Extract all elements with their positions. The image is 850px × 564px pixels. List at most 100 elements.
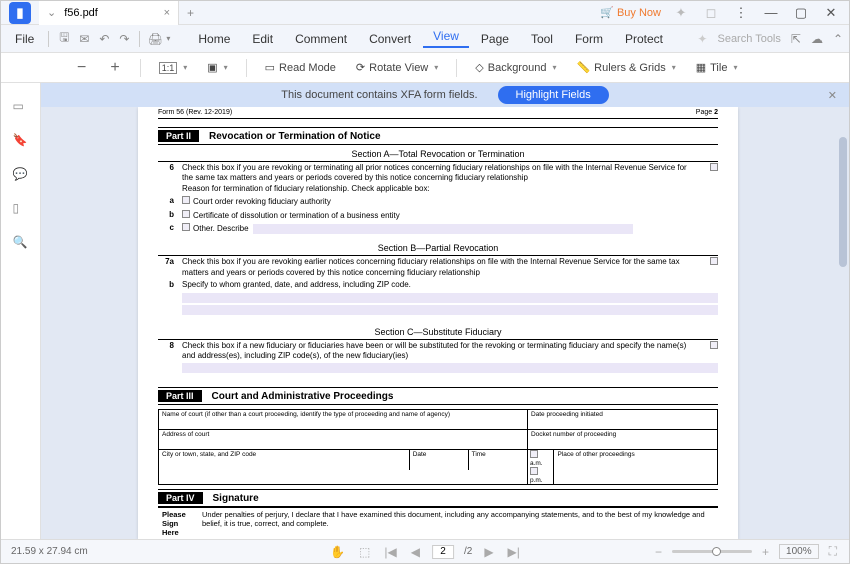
- maximize-button[interactable]: ▢: [791, 3, 811, 23]
- more-icon[interactable]: ⋮: [731, 3, 751, 23]
- redo-icon[interactable]: ↷: [115, 32, 133, 46]
- comments-icon[interactable]: 💬: [13, 167, 29, 183]
- part4-title: Signature: [213, 493, 259, 504]
- menu-tool[interactable]: Tool: [521, 32, 563, 46]
- menu-comment[interactable]: Comment: [285, 32, 357, 46]
- rotate-view-button[interactable]: ⟳Rotate View▾: [350, 59, 444, 76]
- part3-title: Court and Administrative Proceedings: [212, 391, 394, 402]
- tile-icon: ▦: [696, 61, 706, 74]
- section-c-title: Section C—Substitute Fiduciary: [158, 325, 718, 340]
- menu-convert[interactable]: Convert: [359, 32, 421, 46]
- menu-home[interactable]: Home: [188, 32, 240, 46]
- section-a-title: Section A—Total Revocation or Terminatio…: [158, 147, 718, 162]
- cloud-icon[interactable]: ☁: [811, 32, 823, 46]
- wand-icon[interactable]: ✦: [697, 32, 707, 46]
- layout-icon: ▣: [207, 61, 217, 74]
- checkbox-8[interactable]: [710, 341, 718, 349]
- section-b-title: Section B—Partial Revocation: [158, 241, 718, 256]
- zoom-slider[interactable]: [672, 550, 752, 553]
- search-icon[interactable]: 🔍: [13, 235, 29, 251]
- menubar: File 🖫 ✉ ↶ ↷ 🖨 ▾ Home Edit Comment Conve…: [1, 25, 849, 53]
- layout-dropdown[interactable]: ▣▾: [201, 59, 233, 76]
- menu-page[interactable]: Page: [471, 32, 519, 46]
- court-table: Name of court (if other than a court pro…: [158, 409, 718, 485]
- document-viewport[interactable]: Form 56 (Rev. 12-2019) Page 2 Part II Re…: [41, 107, 835, 539]
- vertical-scrollbar[interactable]: [839, 107, 847, 539]
- am-checkbox[interactable]: [530, 450, 538, 458]
- xfa-bar: This document contains XFA form fields. …: [41, 83, 849, 107]
- thumbnails-icon[interactable]: ▭: [13, 99, 29, 115]
- titlebar: ▮ ⌄ f56.pdf × + 🛒 Buy Now ✦ ◻ ⋮ — ▢ ✕: [1, 1, 849, 25]
- page-total: /2: [464, 546, 472, 557]
- buy-now-link[interactable]: 🛒 Buy Now: [600, 6, 661, 19]
- form-ref: Form 56 (Rev. 12-2019): [158, 109, 232, 116]
- zoom-out-status[interactable]: −: [653, 545, 664, 559]
- undo-icon[interactable]: ↶: [95, 32, 113, 46]
- collapse-ribbon-icon[interactable]: ⌃: [833, 32, 843, 46]
- share-icon[interactable]: ⇱: [791, 32, 801, 46]
- xfa-message: This document contains XFA form fields.: [281, 89, 477, 101]
- last-page-icon[interactable]: ▶|: [506, 545, 522, 559]
- tab-check-icon: ⌄: [47, 6, 56, 19]
- tab-title: f56.pdf: [64, 7, 98, 19]
- tile-button[interactable]: ▦Tile▾: [690, 59, 744, 76]
- read-mode-button[interactable]: ▭Read Mode: [259, 59, 342, 76]
- background-button[interactable]: ◇Background▾: [469, 59, 562, 76]
- fullscreen-icon[interactable]: ⛶: [827, 544, 839, 559]
- first-page-icon[interactable]: |◀: [382, 545, 398, 559]
- zoom-value[interactable]: 100%: [779, 544, 819, 559]
- bookmarks-icon[interactable]: 🔖: [13, 133, 29, 149]
- save-icon[interactable]: 🖫: [55, 28, 73, 49]
- menu-form[interactable]: Form: [565, 32, 613, 46]
- checkbox-6[interactable]: [710, 163, 718, 171]
- minimize-button[interactable]: —: [761, 3, 781, 23]
- attachments-icon[interactable]: ▯: [13, 201, 29, 217]
- print-icon[interactable]: 🖨: [146, 32, 164, 46]
- part3-box: Part III: [158, 390, 202, 402]
- zoom-out-button[interactable]: −: [69, 59, 94, 77]
- pm-checkbox[interactable]: [530, 467, 538, 475]
- checkbox-b[interactable]: [182, 210, 190, 218]
- hand-tool-icon[interactable]: ✋: [328, 545, 347, 559]
- fit-dropdown[interactable]: 1:1▾: [153, 60, 194, 76]
- search-tools-input[interactable]: Search Tools: [717, 33, 780, 45]
- checkbox-c[interactable]: [182, 223, 190, 231]
- next-page-icon[interactable]: ▶: [482, 545, 495, 559]
- add-tab-button[interactable]: +: [179, 6, 202, 20]
- rulers-grids-button[interactable]: 📏Rulers & Grids▾: [570, 59, 681, 76]
- zoom-in-button[interactable]: +: [102, 59, 127, 77]
- part4-box: Part IV: [158, 492, 203, 504]
- left-sidebar: ▭ 🔖 💬 ▯ 🔍: [1, 83, 41, 539]
- xfa-close-icon[interactable]: ✕: [828, 89, 837, 102]
- part2-title: Revocation or Termination of Notice: [209, 131, 381, 142]
- gift-icon[interactable]: ✦: [671, 3, 691, 23]
- file-menu[interactable]: File: [7, 32, 42, 46]
- mail-icon[interactable]: ✉: [75, 32, 93, 46]
- app-icon[interactable]: ▮: [9, 2, 31, 24]
- main-area: This document contains XFA form fields. …: [41, 83, 849, 539]
- statusbar: 21.59 x 27.94 cm ✋ ⬚ |◀ ◀ /2 ▶ ▶| − + 10…: [1, 539, 849, 563]
- menu-protect[interactable]: Protect: [615, 32, 673, 46]
- avatar-icon[interactable]: ◻: [701, 3, 721, 23]
- checkbox-a[interactable]: [182, 196, 190, 204]
- close-window-button[interactable]: ✕: [821, 3, 841, 23]
- menu-edit[interactable]: Edit: [242, 32, 283, 46]
- book-icon: ▭: [265, 61, 275, 74]
- prev-page-icon[interactable]: ◀: [409, 545, 422, 559]
- rotate-icon: ⟳: [356, 61, 365, 74]
- background-icon: ◇: [475, 61, 483, 74]
- checkbox-7a[interactable]: [710, 257, 718, 265]
- zoom-in-status[interactable]: +: [760, 545, 771, 559]
- select-tool-icon[interactable]: ⬚: [357, 545, 372, 559]
- document-tab[interactable]: ⌄ f56.pdf ×: [39, 1, 179, 25]
- highlight-fields-button[interactable]: Highlight Fields: [498, 86, 609, 104]
- menu-view[interactable]: View: [423, 29, 469, 48]
- page-dimensions: 21.59 x 27.94 cm: [11, 546, 88, 557]
- page-input[interactable]: [432, 545, 454, 559]
- view-toolbar: − + 1:1▾ ▣▾ ▭Read Mode ⟳Rotate View▾ ◇Ba…: [1, 53, 849, 83]
- ruler-icon: 📏: [576, 61, 590, 74]
- pdf-page: Form 56 (Rev. 12-2019) Page 2 Part II Re…: [138, 107, 738, 539]
- close-tab-icon[interactable]: ×: [164, 7, 170, 19]
- title-right: 🛒 Buy Now ✦ ◻ ⋮ — ▢ ✕: [600, 3, 849, 23]
- part2-box: Part II: [158, 130, 199, 142]
